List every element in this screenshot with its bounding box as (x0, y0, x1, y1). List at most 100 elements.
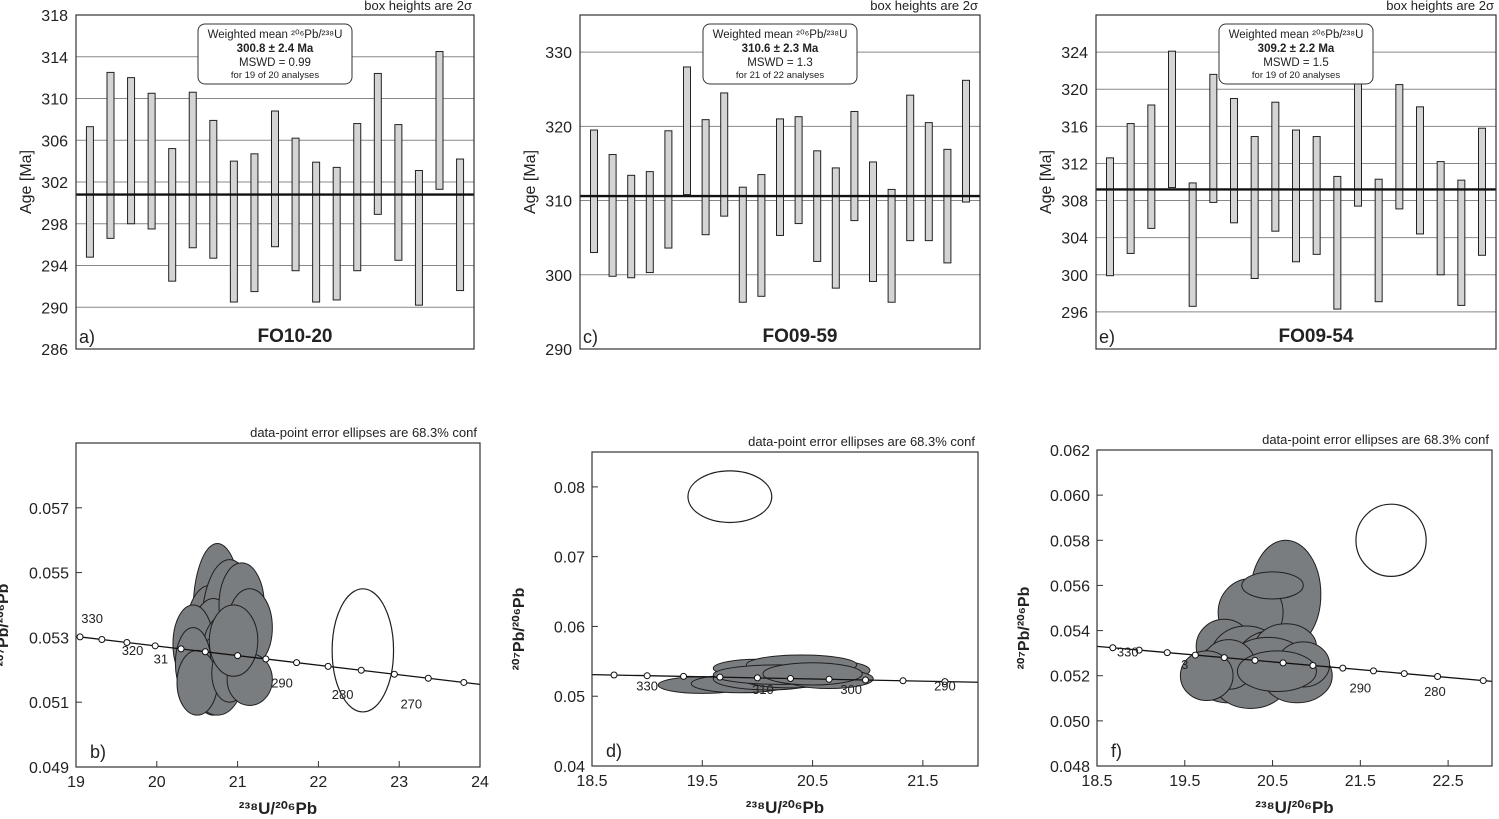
concordia-node (1251, 656, 1259, 664)
age-error-bar (147, 92, 156, 230)
y-tick-label: 0.062 (1050, 443, 1090, 460)
age-error-bar (250, 153, 259, 293)
concordia-node (324, 662, 332, 670)
age-error-bar (1333, 175, 1342, 310)
age-error-bar (353, 123, 362, 272)
y-tick-label: 0.05 (554, 689, 585, 706)
y-tick-label: 0.07 (554, 550, 585, 567)
x-axis-label: ²³⁸U/²⁰⁶Pb (746, 798, 824, 817)
y-tick-label: 0.048 (1050, 759, 1090, 776)
y-tick-label: 0.052 (1050, 669, 1090, 686)
concordia-node (460, 678, 468, 686)
y-tick-label: 310 (545, 194, 572, 211)
concordia-node (1279, 659, 1287, 667)
y-tick-label: 0.06 (554, 619, 585, 636)
age-error-bar (1312, 136, 1321, 255)
age-error-bar (456, 158, 465, 292)
plot-frame (75, 14, 475, 350)
y-tick-label: 0.053 (29, 630, 69, 647)
concordia-age-label: 330 (636, 679, 658, 694)
concordia-node (293, 659, 301, 667)
age-error-bar (1271, 101, 1280, 232)
y-tick-label: 0.056 (1050, 578, 1090, 595)
panel-label: e) (1099, 327, 1115, 347)
y-tick-label: 294 (41, 259, 68, 276)
age-error-bar (168, 148, 177, 282)
weighted-mean-box (1218, 23, 1374, 85)
concordia-node (1370, 667, 1377, 675)
sample-name: FO09-59 (763, 326, 838, 347)
y-tick-label: 316 (1061, 119, 1088, 136)
concordia-node (1309, 661, 1317, 669)
panel-label: b) (90, 742, 106, 762)
concordia-node (76, 633, 84, 641)
error-ellipse-filled (1236, 650, 1317, 693)
error-ellipse-open (1355, 503, 1427, 577)
plot-frame (1096, 449, 1493, 767)
age-error-bar (1354, 78, 1362, 207)
error-ellipse-open (687, 470, 773, 524)
age-error-bar (869, 161, 877, 282)
y-tick-label: 0.049 (29, 760, 69, 777)
concordia-node (643, 672, 651, 680)
x-tick-label: 18.5 (576, 773, 607, 790)
y-tick-label: 312 (1061, 156, 1088, 173)
analyses-count: for 19 of 20 analyses (231, 70, 319, 81)
x-tick-label: 20.5 (1257, 773, 1288, 790)
x-tick-label: 21 (229, 774, 247, 791)
mswd-value: MSWD = 1.3 (747, 57, 813, 69)
x-tick-label: 23 (390, 774, 408, 791)
age-error-bar (127, 77, 136, 225)
x-tick-label: 21.5 (907, 773, 938, 790)
age-error-bar (1188, 182, 1197, 307)
plot-frame (1095, 14, 1497, 350)
concordia-node (610, 671, 618, 679)
age-error-bar (1374, 178, 1383, 303)
concordia-node (234, 652, 242, 660)
age-error-bar (776, 118, 784, 236)
x-tick-label: 19.5 (1169, 773, 1200, 790)
concordia-age-label: 310 (752, 682, 774, 697)
concordia-node (151, 642, 159, 650)
y-tick-label: 298 (41, 217, 68, 234)
plot-frame (591, 451, 979, 767)
y-tick-label: 0.058 (1050, 533, 1090, 550)
age-error-bar (1395, 84, 1404, 210)
mswd-value: MSWD = 1.5 (1263, 57, 1329, 69)
y-tick-label: 0.054 (1050, 624, 1090, 641)
concordia-curve (75, 635, 481, 686)
age-error-bar (738, 186, 747, 303)
age-error-bar (229, 160, 238, 303)
age-error-bar (271, 110, 279, 248)
concordia-age-label: 290 (271, 676, 293, 691)
x-tick-label: 22.5 (1433, 773, 1464, 790)
y-tick-label: 286 (41, 342, 68, 359)
weighted-mean-box (197, 23, 353, 85)
y-axis-label: Age [Ma] (1038, 150, 1055, 214)
y-tick-label: 308 (1061, 194, 1088, 211)
concordia-age-label: 31 (154, 651, 168, 666)
concordia-node (753, 674, 761, 682)
y-tick-label: 324 (1061, 45, 1088, 62)
panel-label: c) (583, 327, 598, 347)
error-ellipse-note: data-point error ellipses are 68.3% conf (1262, 432, 1489, 447)
concordia-age-label: 280 (1424, 684, 1446, 699)
y-tick-label: 310 (41, 92, 68, 109)
age-error-bar (645, 171, 654, 274)
age-error-bar (683, 66, 691, 196)
y-tick-label: 0.050 (1050, 714, 1090, 731)
concordia-age-label: 320 (122, 643, 144, 658)
error-ellipse-filled (208, 604, 259, 677)
age-error-bar (435, 51, 444, 190)
concordia-node (1479, 677, 1487, 685)
x-tick-label: 24 (471, 774, 489, 791)
age-error-bar (209, 119, 218, 259)
weighted-mean-value: 300.8 ± 2.4 Ma (237, 43, 314, 55)
weighted-mean-title: Weighted mean ²⁰⁶Pb/²³⁸U (1229, 29, 1364, 41)
plot-frame (579, 14, 981, 350)
age-error-bar (1106, 157, 1114, 277)
x-axis-label: ²³⁸U/²⁰⁶Pb (1255, 798, 1333, 817)
y-axis-label: ²⁰⁷Pb/²⁰⁶Pb (0, 583, 12, 666)
concordia-node (123, 638, 131, 646)
x-tick-label: 19 (67, 774, 85, 791)
